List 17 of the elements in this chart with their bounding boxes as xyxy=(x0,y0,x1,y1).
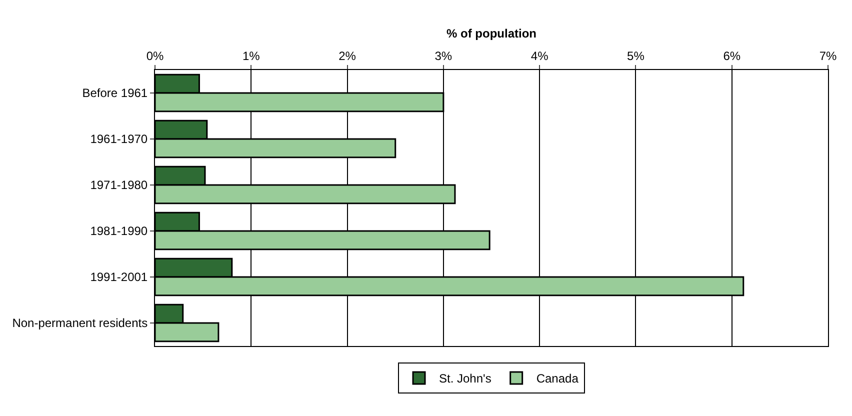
y-tick-label: Non-permanent residents xyxy=(12,316,148,330)
x-tick-label: 5% xyxy=(627,49,645,64)
y-tick-label: 1991-2001 xyxy=(90,270,148,284)
y-tick-label: 1961-1970 xyxy=(90,132,148,146)
y-tick-label: Before 1961 xyxy=(82,86,148,100)
x-tick-label: 3% xyxy=(434,49,452,64)
legend-label: Canada xyxy=(536,372,579,386)
x-tick-label: 4% xyxy=(530,49,549,64)
y-tick-label: 1981-1990 xyxy=(90,224,148,238)
x-tick-label: 0% xyxy=(146,49,164,64)
x-tick-label: 1% xyxy=(242,49,260,64)
x-tick-label: 6% xyxy=(723,49,741,64)
x-tick-label: 7% xyxy=(819,49,837,64)
x-axis-title: % of population xyxy=(446,26,536,40)
legend-label: St. John's xyxy=(439,372,492,386)
y-tick-label: 1971-1980 xyxy=(90,178,148,192)
x-tick-label: 2% xyxy=(338,49,356,64)
